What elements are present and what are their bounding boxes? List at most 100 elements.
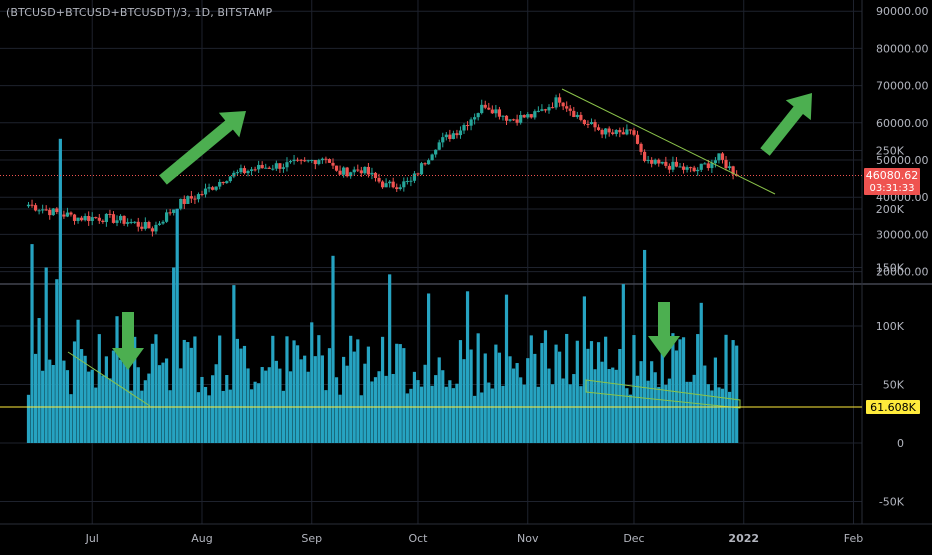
volume-bar [356, 339, 360, 443]
candle-body [129, 221, 133, 223]
volume-bar [232, 285, 236, 443]
candle-body [363, 166, 367, 174]
candle-body [87, 215, 91, 221]
volume-bar [140, 390, 144, 443]
candle-body [189, 196, 193, 199]
volume-tick-label: 250K [876, 145, 905, 158]
candle-body [292, 159, 296, 162]
volume-bar [260, 367, 264, 443]
candle-body [62, 214, 66, 217]
volume-bar [164, 358, 169, 443]
candle-body [568, 108, 572, 111]
volume-bar [455, 383, 459, 443]
candle-body [90, 217, 94, 221]
volume-bar [487, 382, 491, 443]
candles [26, 93, 739, 237]
candle-body [239, 168, 243, 173]
candle-body [140, 226, 144, 229]
volume-bar [295, 345, 300, 443]
candle-body [324, 158, 328, 160]
volume-bar [349, 335, 353, 443]
volume-bar [607, 369, 611, 443]
candle-body [543, 109, 548, 111]
volume-bar [568, 384, 572, 443]
candle-body [65, 212, 70, 217]
candle-body [727, 166, 732, 169]
volume-bar [423, 364, 427, 443]
volume-bar [207, 395, 211, 443]
volume-bar [444, 386, 448, 443]
candle-body [706, 163, 710, 169]
volume-bars [26, 138, 739, 444]
volume-bar [565, 333, 569, 443]
candle-body [41, 209, 45, 211]
candle-body [430, 154, 434, 161]
candle-body [334, 165, 339, 171]
up-arrow-left [159, 111, 246, 185]
candle-body [724, 159, 728, 169]
candle-body [94, 217, 98, 219]
candle-body [448, 134, 452, 139]
candle-body [211, 187, 215, 190]
candle-body [650, 159, 654, 164]
candle-body [395, 187, 399, 190]
time-axis: Jul Aug Sep Oct Nov Dec 2022 Feb [85, 532, 864, 545]
volume-bar [292, 340, 296, 443]
volume-bar [625, 388, 629, 443]
volume-bar [515, 363, 519, 443]
volume-bar [494, 344, 498, 443]
volume-bar [90, 369, 94, 443]
candle-body [274, 163, 278, 169]
candle-body [161, 221, 165, 224]
candle-body [696, 169, 700, 172]
volume-bar [97, 334, 101, 443]
volume-bar [342, 356, 346, 443]
volume-bar [533, 353, 537, 443]
candle-body [515, 119, 519, 123]
candle-body [249, 169, 254, 171]
volume-bar [635, 375, 640, 443]
down-arrow-right [648, 302, 680, 358]
volume-bar [724, 334, 728, 443]
candle-body [550, 107, 555, 109]
volume-bar [465, 291, 470, 443]
candle-body [558, 97, 562, 103]
volume-bar [161, 362, 165, 443]
volume-bar [402, 348, 406, 443]
volume-tick-label: -50K [879, 496, 905, 509]
volume-bar [366, 346, 371, 443]
candle-body [441, 137, 445, 143]
candle-body [377, 178, 381, 182]
volume-level-badge [866, 400, 920, 414]
volume-tick-label: 200K [876, 203, 905, 216]
price-tick-label: 70000.00 [876, 80, 929, 93]
last-price-badge [864, 168, 920, 195]
volume-bar [324, 390, 328, 443]
volume-bar [582, 296, 586, 443]
volume-bar [278, 368, 282, 443]
volume-bar [214, 364, 218, 443]
candle-body [473, 117, 477, 120]
price-tick-label: 60000.00 [876, 117, 929, 130]
volume-bar [221, 390, 225, 443]
candle-body [437, 142, 441, 150]
volume-bar [388, 274, 392, 443]
volume-bar [179, 368, 183, 443]
candle-body [405, 180, 409, 182]
volume-bar [572, 374, 576, 443]
volume-bar [133, 336, 137, 443]
price-tick-label: 30000.00 [876, 228, 929, 241]
candle-body [483, 104, 487, 108]
candle-body [271, 168, 275, 170]
volume-bar [271, 335, 275, 443]
candle-body [172, 209, 176, 213]
grid [0, 0, 862, 524]
volume-bar [267, 367, 271, 443]
candle-body [710, 163, 714, 169]
volume-bar [380, 336, 385, 443]
volume-bar [409, 388, 413, 443]
price-tick-label: 90000.00 [876, 5, 929, 18]
volume-bar [735, 345, 739, 443]
volume-bar [473, 395, 477, 443]
